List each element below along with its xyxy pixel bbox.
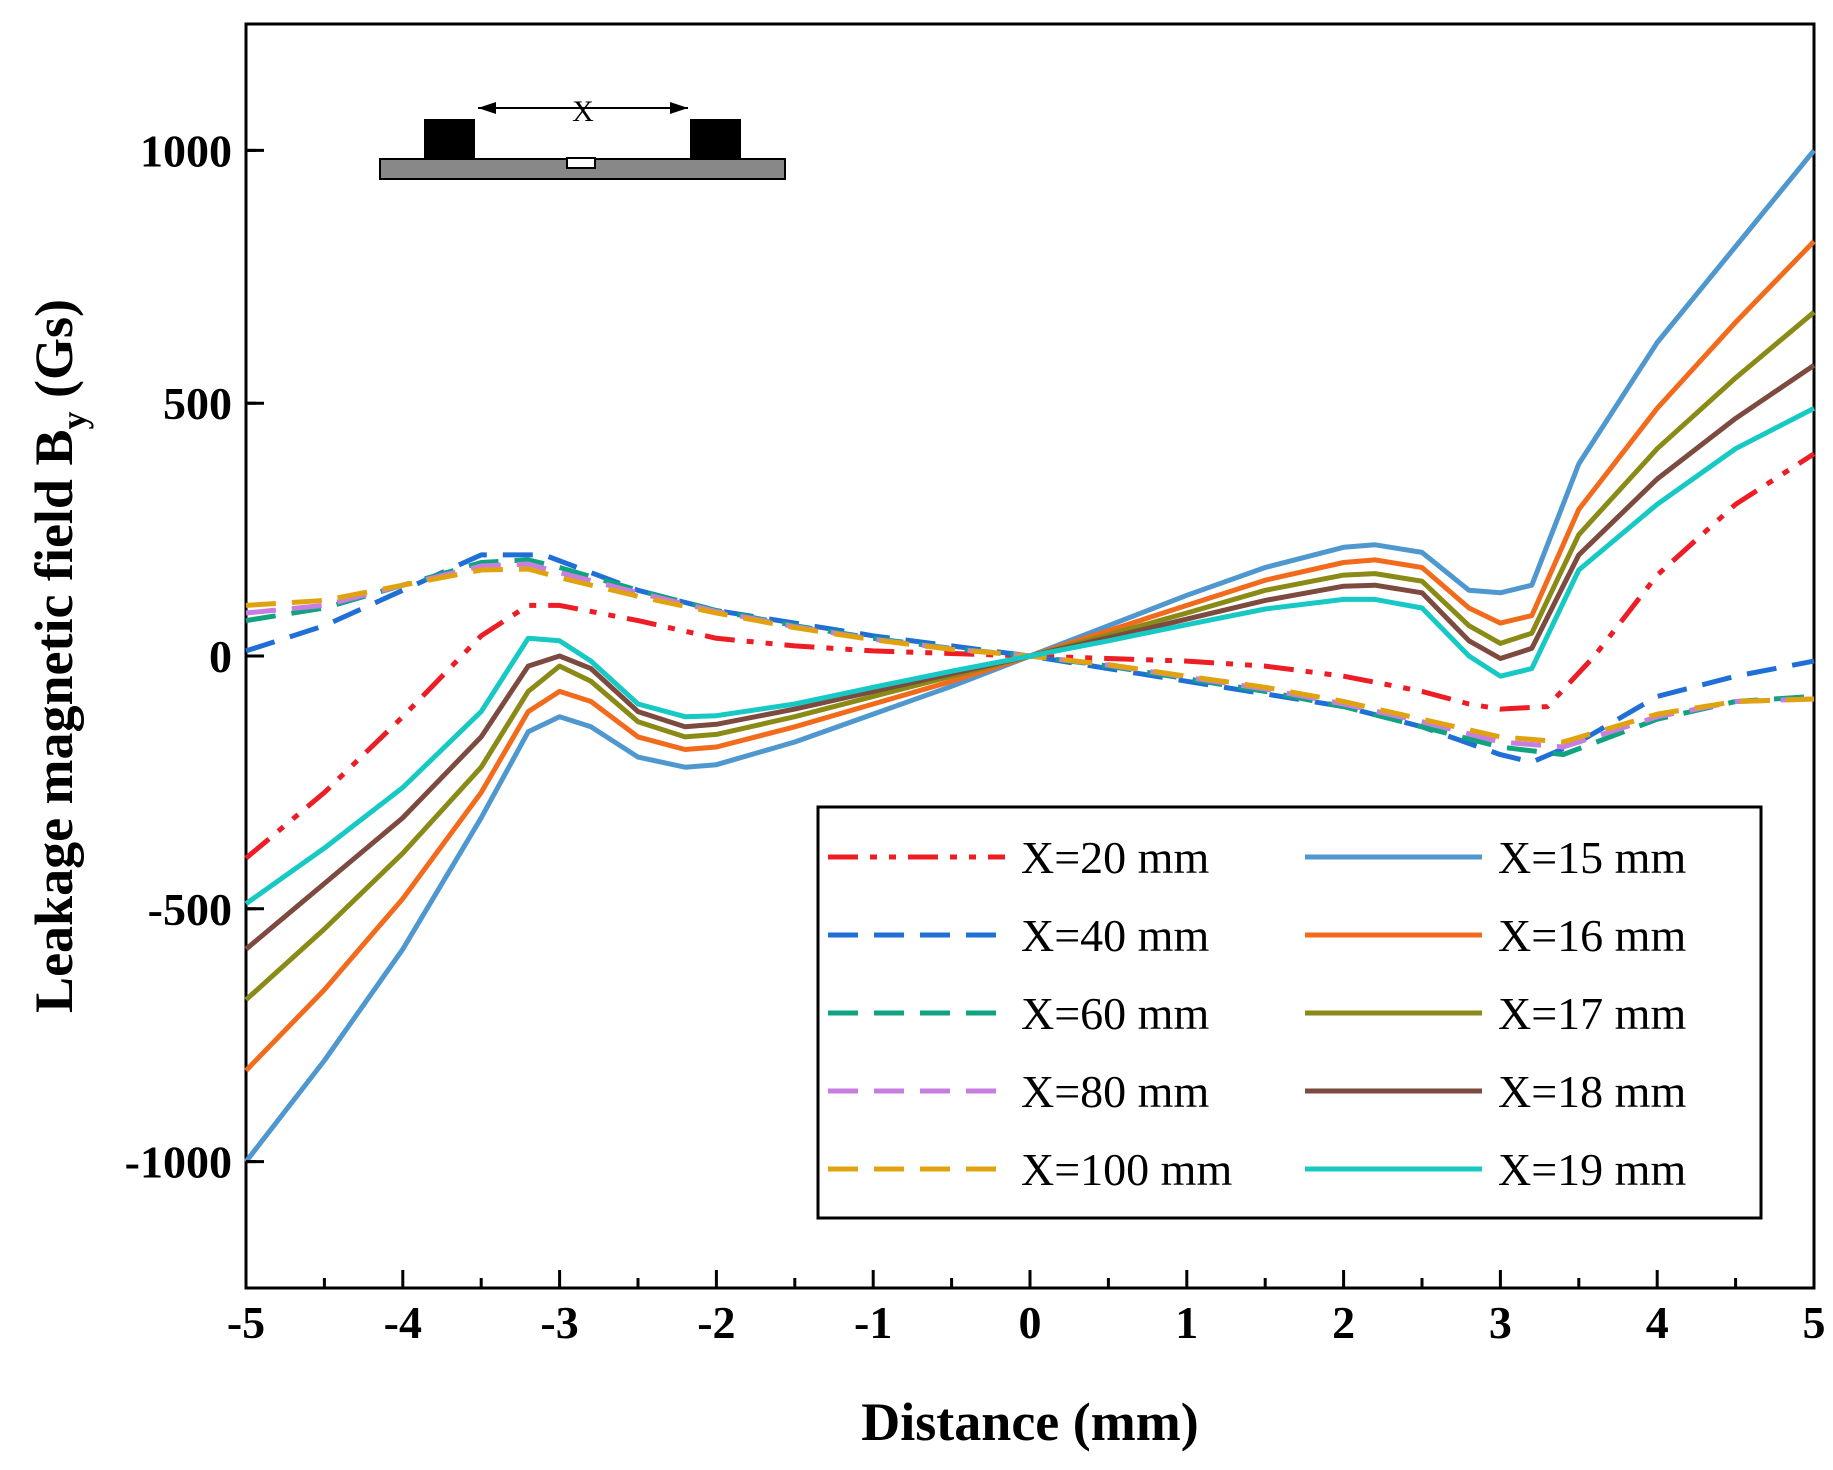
inset-dimension-label: X [572,95,594,128]
y-tick-label: -1000 [125,1137,232,1188]
legend-label: X=80 mm [1021,1066,1209,1117]
series-line-x-20-mm [244,451,1816,861]
y-tick-label: -500 [148,884,232,935]
x-axis-title: Distance (mm) [861,1392,1198,1452]
x-tick-label: -2 [697,1297,735,1348]
series-layer [244,148,1816,1164]
x-tick-label: 3 [1489,1297,1512,1348]
inset-arrow-left-icon [478,102,496,114]
series-line-x-19-mm [244,406,1816,906]
x-tick-label: 1 [1175,1297,1198,1348]
legend: X=20 mm X=40 mm X=60 mm X=80 mm X=100 mm X=15… [816,805,1763,1220]
inset-schematic: X [379,95,786,180]
legend-label: X=60 mm [1021,988,1209,1039]
inset-magnet-right [690,119,741,159]
x-tick-label: -4 [384,1297,422,1348]
x-tick-label: 0 [1019,1297,1042,1348]
x-tick-label: 2 [1332,1297,1355,1348]
legend-label: X=100 mm [1021,1144,1232,1195]
svg-text:Leakage magnetic field By (Gs): Leakage magnetic field By (Gs) [24,299,94,1013]
legend-entries: X=20 mm X=40 mm X=60 mm X=80 mm X=100 mm X=15… [828,832,1686,1195]
legend-label: X=40 mm [1021,910,1209,961]
x-tick-label: 4 [1646,1297,1669,1348]
y-tick-label: 500 [163,378,232,429]
x-tick-label: -1 [854,1297,892,1348]
y-tick-label: 1000 [140,125,232,176]
legend-label: X=16 mm [1498,910,1686,961]
x-axis: -5 -4 -3 -2 -1 0 1 2 3 4 5 [227,1270,1826,1348]
legend-label: X=15 mm [1498,832,1686,883]
y-axis-title: Leakage magnetic field By (Gs) [24,299,94,1013]
legend-label: X=18 mm [1498,1066,1686,1117]
y-axis-title-unit: (Gs) [24,299,84,411]
y-axis-title-sub: y [54,412,94,430]
legend-label: X=17 mm [1498,988,1686,1039]
x-tick-label: -5 [227,1297,265,1348]
series-line-x-100-mm [245,566,1815,745]
x-tick-label: -3 [540,1297,578,1348]
legend-label: X=20 mm [1021,832,1209,883]
y-axis-title-main: Leakage magnetic field B [24,430,84,1013]
inset-arrow-right-icon [670,102,688,114]
legend-label: X=19 mm [1498,1144,1686,1195]
y-axis: -1000 -500 0 500 1000 [125,125,264,1188]
inset-magnet-left [424,119,475,159]
y-tick-label: 0 [209,631,232,682]
x-tick-label: 5 [1803,1297,1826,1348]
inset-defect [566,157,596,169]
